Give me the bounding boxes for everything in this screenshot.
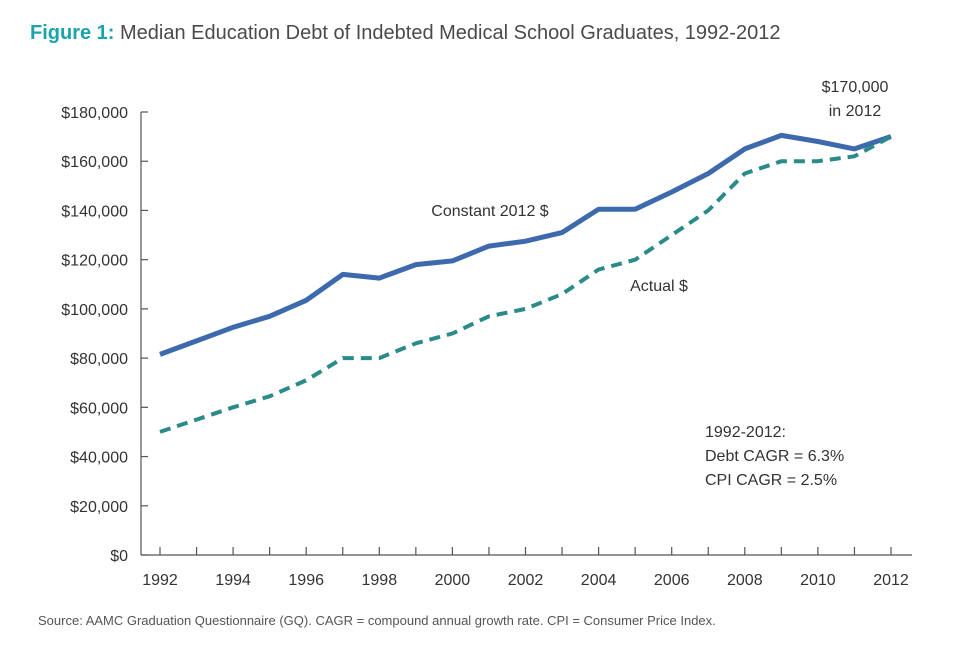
y-tick-label: $100,000 xyxy=(61,302,128,319)
x-tick-label: 1992 xyxy=(142,572,178,589)
x-tick-label: 2010 xyxy=(800,572,836,589)
y-tick-label: $60,000 xyxy=(70,400,128,417)
series-line-constant xyxy=(159,132,892,357)
source-note: Source: AAMC Graduation Questionnaire (G… xyxy=(38,613,716,628)
figure-label: Figure 1: xyxy=(30,22,115,44)
x-tick-label: 2004 xyxy=(581,572,617,589)
y-tick-label: $140,000 xyxy=(61,203,128,220)
series-layer: Constant 2012 $ Actual $ xyxy=(159,132,892,434)
y-tick-label: $180,000 xyxy=(61,105,128,122)
y-tick-label: $120,000 xyxy=(61,253,128,270)
end-value-annotation-line1: $170,000 xyxy=(822,79,889,96)
y-tick-label: $0 xyxy=(110,548,128,565)
series-label-constant: Constant 2012 $ xyxy=(431,203,549,220)
y-tick-label: $80,000 xyxy=(70,351,128,368)
y-tick-label: $40,000 xyxy=(70,450,128,467)
y-tick-label: $160,000 xyxy=(61,154,128,171)
x-tick-label: 2012 xyxy=(873,572,909,589)
cagr-summary-line1: 1992-2012: xyxy=(705,424,786,441)
series-label-actual: Actual $ xyxy=(630,278,688,295)
axes: $0 $20,000 $40,000 $60,000 $80,000 $100,000 $1… xyxy=(61,105,912,589)
x-tick-label: 2008 xyxy=(727,572,763,589)
line-chart: $0 $20,000 $40,000 $60,000 $80,000 $100,000 $1… xyxy=(61,79,912,589)
cagr-summary-line2: Debt CAGR = 6.3% xyxy=(705,448,844,465)
annotations: $170,000 in 2012 1992-2012: Debt CAGR = … xyxy=(705,79,888,489)
x-tick-label: 1996 xyxy=(288,572,324,589)
end-value-annotation-line2: in 2012 xyxy=(829,103,882,120)
x-tick-label: 2002 xyxy=(508,572,544,589)
y-tick-label: $20,000 xyxy=(70,499,128,516)
x-tick-label: 2006 xyxy=(654,572,690,589)
x-tick-label: 2000 xyxy=(435,572,471,589)
x-tick-label: 1998 xyxy=(362,572,398,589)
x-tick-label: 1994 xyxy=(215,572,251,589)
series-line-actual xyxy=(159,134,892,434)
cagr-summary-line3: CPI CAGR = 2.5% xyxy=(705,472,837,489)
figure-title-text: Median Education Debt of Indebted Medica… xyxy=(120,22,781,44)
chart-title: Figure 1: Median Education Debt of Indeb… xyxy=(30,22,780,45)
